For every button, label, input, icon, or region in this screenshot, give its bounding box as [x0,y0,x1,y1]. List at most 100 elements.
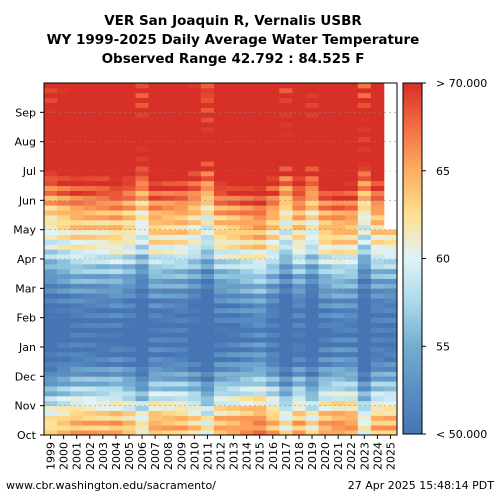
heatmap-cell [240,249,254,255]
heatmap-cell [213,83,228,89]
heatmap-cell [266,361,280,367]
x-tick-label: 2007 [149,442,162,470]
heatmap-cell [331,356,346,363]
heatmap-cell [57,381,71,387]
heatmap-cell [70,327,84,333]
heatmap-cell [122,312,136,319]
heatmap-cell [213,342,228,348]
heatmap-cell [122,298,136,304]
heatmap-cell [57,425,71,431]
heatmap-cell [292,166,306,172]
heatmap-cell [57,117,71,123]
heatmap-cell [305,97,319,103]
heatmap-cell [318,312,333,319]
heatmap-cell [44,175,58,182]
colorbar-tick-label: 60 [436,253,450,266]
heatmap-cell [383,298,398,304]
heatmap-cell [305,307,319,314]
heatmap-cell [253,190,267,196]
heatmap-cell [344,141,359,147]
heatmap-cell [318,87,333,94]
heatmap-cell [331,386,346,392]
heatmap-cell [357,151,372,157]
heatmap-cell [70,141,84,147]
heatmap-cell [318,410,333,416]
heatmap-cell [57,107,71,113]
heatmap-cell [122,224,136,231]
heatmap-cell [292,332,306,338]
heatmap-cell [57,136,71,143]
heatmap-cell [292,425,306,431]
heatmap-cell [292,263,306,270]
heatmap-cell [240,254,254,260]
heatmap-cell [292,136,306,143]
heatmap-cell [148,205,163,211]
heatmap-cell [187,288,202,294]
heatmap-cell [357,107,372,113]
heatmap-cell [292,371,306,377]
heatmap-cell [57,215,71,221]
heatmap-cell [161,254,176,260]
heatmap-cell [344,307,359,314]
heatmap-cell [253,263,267,270]
heatmap-cell [122,190,136,196]
heatmap-cell [109,102,123,108]
heatmap-cell [331,117,346,123]
heatmap-cell [83,224,97,231]
heatmap-cell [213,366,228,372]
heatmap-cell [70,171,84,177]
heatmap-cell [266,175,280,182]
heatmap-cell [279,263,293,270]
heatmap-cell [305,283,319,289]
heatmap-cell [122,366,136,372]
heatmap-cell [44,288,58,294]
heatmap-cell [227,273,241,279]
heatmap-cell [70,185,84,191]
heatmap-cell [331,215,346,221]
heatmap-cell [44,171,58,177]
heatmap-cell [253,224,267,231]
heatmap-cell [370,361,385,367]
heatmap-cell [148,107,163,113]
heatmap-cell [266,249,280,255]
heatmap-cell [148,117,163,123]
heatmap-cell [70,107,84,113]
heatmap-cell [279,283,293,289]
heatmap-cell [96,215,110,221]
heatmap-cell [370,136,385,143]
heatmap-cell [318,102,333,108]
heatmap-cell [344,342,359,348]
heatmap-cell [44,112,58,118]
heatmap-cell [253,405,267,411]
heatmap-cell [96,102,110,108]
heatmap-cell [305,376,319,382]
heatmap-cell [57,391,71,397]
heatmap-cell [227,337,241,343]
heatmap-cell [240,200,254,206]
heatmap-cell [357,307,372,314]
heatmap-cell [200,376,215,382]
heatmap-cell [253,97,267,103]
heatmap-cell [109,351,123,358]
heatmap-cell [253,180,267,187]
heatmap-cell [266,234,280,240]
heatmap-cell [83,146,97,152]
heatmap-cell [370,166,385,172]
heatmap-cell [44,210,58,216]
heatmap-cell [174,366,189,372]
heatmap-cell [357,293,372,299]
heatmap-cell [213,166,228,172]
heatmap-cell [174,87,189,94]
heatmap-cell [227,342,241,348]
heatmap-cell [44,366,58,372]
heatmap-cell [161,415,176,421]
heatmap-cell [109,210,123,216]
heatmap-cell [227,381,241,387]
heatmap-cell [109,425,123,431]
heatmap-cell [227,386,241,392]
heatmap-cell [96,303,110,309]
heatmap-cell [266,200,280,206]
heatmap-cell [187,332,202,338]
heatmap-cell [266,92,280,99]
heatmap-cell [266,166,280,172]
